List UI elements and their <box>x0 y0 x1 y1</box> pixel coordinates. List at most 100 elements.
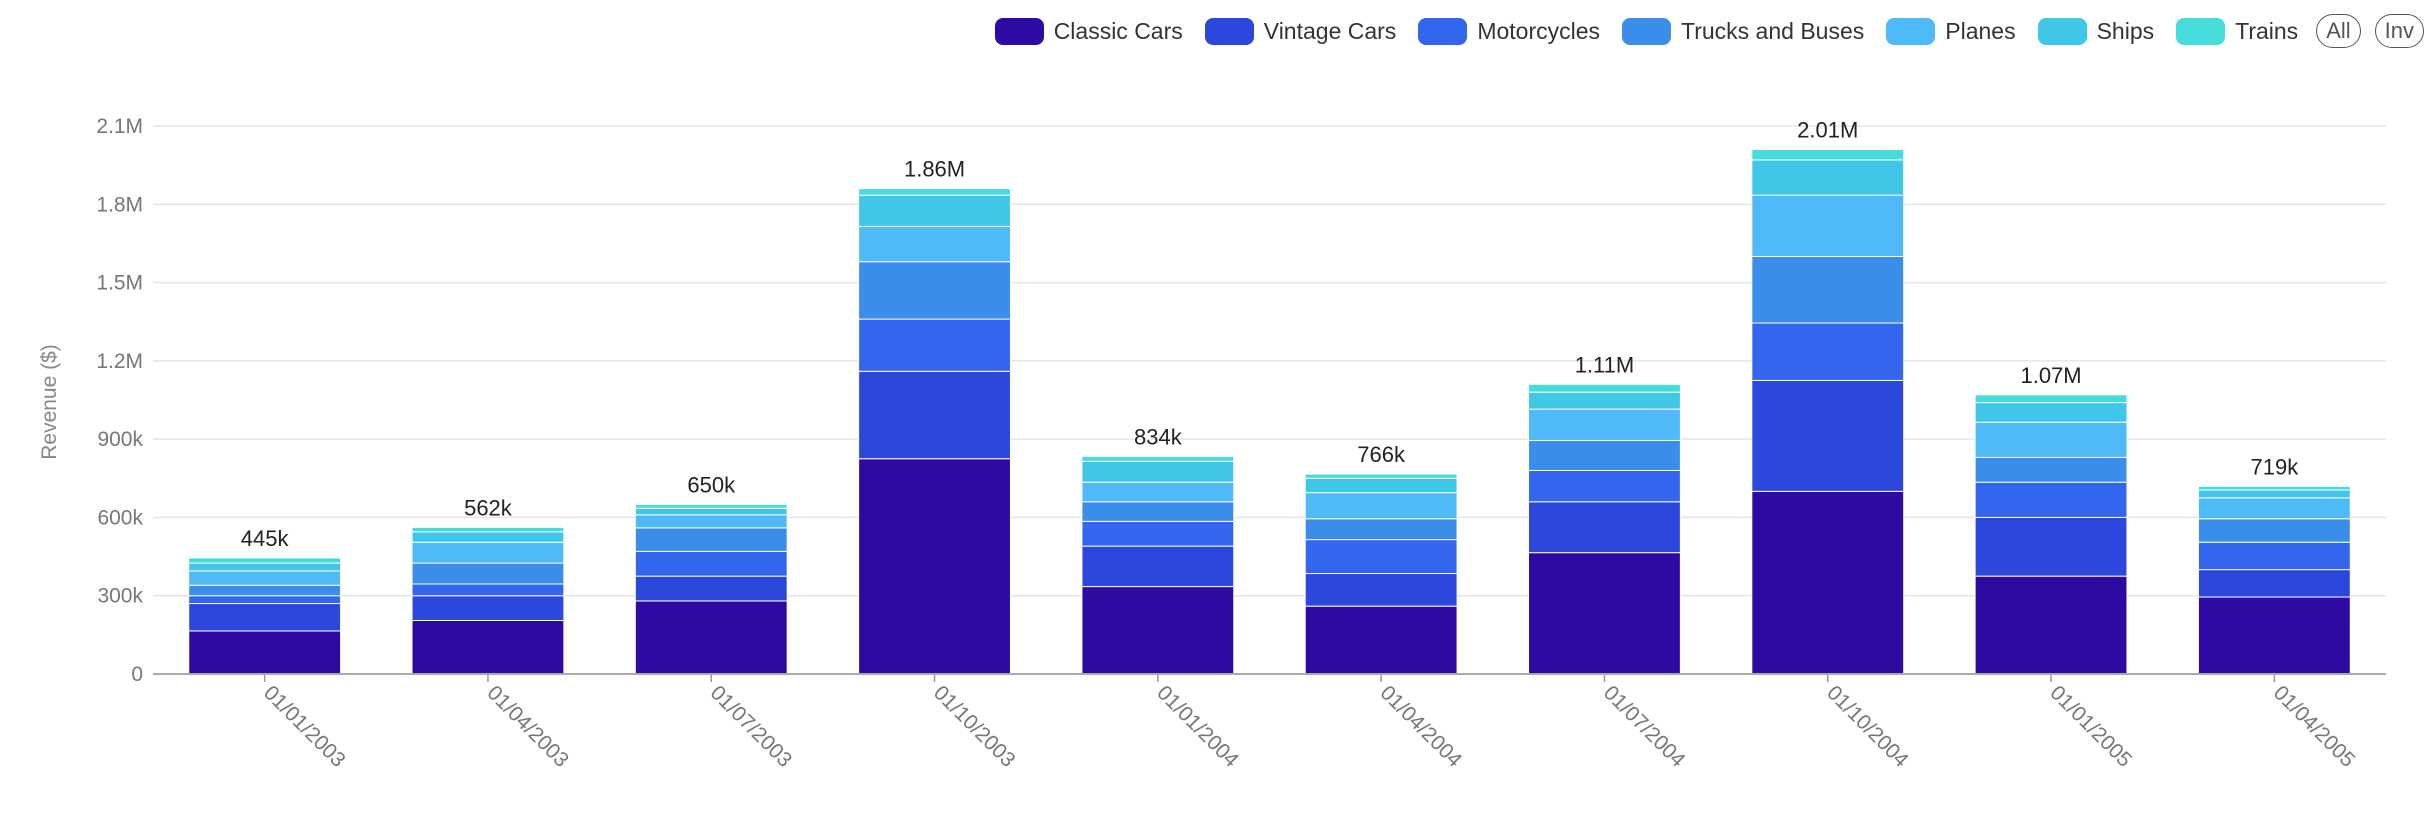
bar-segment[interactable] <box>634 527 788 552</box>
bar-segment[interactable] <box>634 507 788 516</box>
bar-segment[interactable] <box>411 620 565 675</box>
bar-total-label: 719k <box>2250 454 2299 479</box>
bar-segment[interactable] <box>188 570 342 586</box>
legend-swatch <box>994 17 1044 45</box>
bar-segment[interactable] <box>1974 394 2128 404</box>
bar-segment[interactable] <box>1081 586 1235 675</box>
legend-swatch <box>1204 17 1254 45</box>
bar-segment[interactable] <box>1974 456 2128 483</box>
bar-segment[interactable] <box>1081 455 1235 462</box>
bar-segment[interactable] <box>1081 460 1235 483</box>
legend-label: Planes <box>1945 17 2016 44</box>
bar-segment[interactable] <box>634 503 788 509</box>
bar-segment[interactable] <box>1974 575 2128 675</box>
bar-segment[interactable] <box>858 458 1011 675</box>
x-tick-label: 01/07/2003 <box>706 681 797 772</box>
bar-segment[interactable] <box>188 630 342 675</box>
bar-segment[interactable] <box>1528 552 1681 675</box>
bar-segment[interactable] <box>1304 573 1458 607</box>
bar-segment[interactable] <box>1528 469 1681 503</box>
bar-segment[interactable] <box>411 526 565 533</box>
legend-label: Motorcycles <box>1477 17 1601 44</box>
bar-segment[interactable] <box>1304 605 1458 675</box>
legend-item[interactable]: Ships <box>2037 17 2154 45</box>
x-tick-label: 01/07/2004 <box>1599 681 1690 772</box>
bar-segment[interactable] <box>188 557 342 564</box>
bar-segment[interactable] <box>188 584 342 597</box>
bar-segment[interactable] <box>1751 255 1905 324</box>
legend-item[interactable]: Vintage Cars <box>1204 17 1397 45</box>
bar-segment[interactable] <box>1751 322 1905 381</box>
bar-segment[interactable] <box>1081 520 1235 547</box>
bar-segment[interactable] <box>1081 481 1235 503</box>
bar-segment[interactable] <box>858 318 1011 372</box>
y-tick-label: 1.5M <box>96 272 143 295</box>
bar-segment[interactable] <box>1304 473 1458 479</box>
bar-segment[interactable] <box>1751 379 1905 492</box>
legend-item[interactable]: Motorcycles <box>1418 17 1601 45</box>
bar-segment[interactable] <box>188 603 342 632</box>
legend-item[interactable]: Trucks and Buses <box>1622 17 1864 45</box>
bar-segment[interactable] <box>2197 541 2351 571</box>
bar-segment[interactable] <box>2197 596 2351 675</box>
bar-segment[interactable] <box>2197 569 2351 598</box>
bar-segment[interactable] <box>2197 485 2351 491</box>
bar-total-label: 445k <box>241 526 290 551</box>
bar-segment[interactable] <box>411 531 565 543</box>
y-tick-label: 0 <box>131 663 143 686</box>
y-tick-label: 1.2M <box>96 350 143 373</box>
bar-segment[interactable] <box>1751 148 1905 161</box>
bar-segment[interactable] <box>411 562 565 585</box>
bar-segment[interactable] <box>1304 539 1458 575</box>
bar-segment[interactable] <box>1974 402 2128 423</box>
bar-segment[interactable] <box>634 550 788 577</box>
legend-invert-button[interactable]: Inv <box>2374 14 2424 48</box>
y-tick-label: 2.1M <box>96 115 143 138</box>
bar-segment[interactable] <box>1974 481 2128 518</box>
bar-segment[interactable] <box>1304 477 1458 494</box>
bar-segment[interactable] <box>1528 408 1681 441</box>
bar-segment[interactable] <box>1751 159 1905 196</box>
bar-segment[interactable] <box>1081 501 1235 522</box>
bar-total-label: 1.86M <box>904 157 965 182</box>
bar-segment[interactable] <box>1974 516 2128 577</box>
x-tick-label: 01/01/2003 <box>259 681 350 772</box>
bar-segment[interactable] <box>858 225 1011 263</box>
bar-segment[interactable] <box>1528 501 1681 554</box>
legend-label: Vintage Cars <box>1263 17 1397 44</box>
bar-segment[interactable] <box>634 600 788 675</box>
bar-segment[interactable] <box>1081 545 1235 588</box>
bar-segment[interactable] <box>2197 518 2351 543</box>
bar-segment[interactable] <box>1528 391 1681 410</box>
bar-segment[interactable] <box>1304 492 1458 520</box>
bar-segment[interactable] <box>411 595 565 622</box>
bar-segment[interactable] <box>1974 421 2128 458</box>
bar-segment[interactable] <box>858 188 1011 196</box>
bar-segment[interactable] <box>188 562 342 572</box>
bar-segment[interactable] <box>1751 194 1905 257</box>
bar-segment[interactable] <box>858 194 1011 227</box>
bar-segment[interactable] <box>634 575 788 602</box>
bar-segment[interactable] <box>634 514 788 529</box>
bar-segment[interactable] <box>411 583 565 597</box>
legend-item[interactable]: Planes <box>1886 17 2016 45</box>
bar-segment[interactable] <box>188 595 342 605</box>
legend-all-button[interactable]: All <box>2316 14 2361 48</box>
bar-segment[interactable] <box>1528 383 1681 393</box>
bar-segment[interactable] <box>2197 497 2351 520</box>
bar-total-label: 1.11M <box>1575 352 1635 377</box>
bar-segment[interactable] <box>858 370 1011 460</box>
legend-item[interactable]: Trains <box>2176 17 2298 45</box>
bar-segment[interactable] <box>2197 489 2351 499</box>
bar-segment[interactable] <box>411 541 565 564</box>
bar-total-label: 834k <box>1134 424 1183 449</box>
bar-segment[interactable] <box>1528 439 1681 471</box>
legend-swatch <box>2176 17 2226 45</box>
bar-segment[interactable] <box>1751 490 1905 675</box>
bar-segment[interactable] <box>858 261 1011 320</box>
legend-item[interactable]: Classic Cars <box>994 17 1183 45</box>
legend-swatch <box>1622 17 1672 45</box>
bar-segment[interactable] <box>1304 518 1458 541</box>
legend-label: Classic Cars <box>1053 17 1183 44</box>
y-tick-label: 900k <box>97 428 143 451</box>
